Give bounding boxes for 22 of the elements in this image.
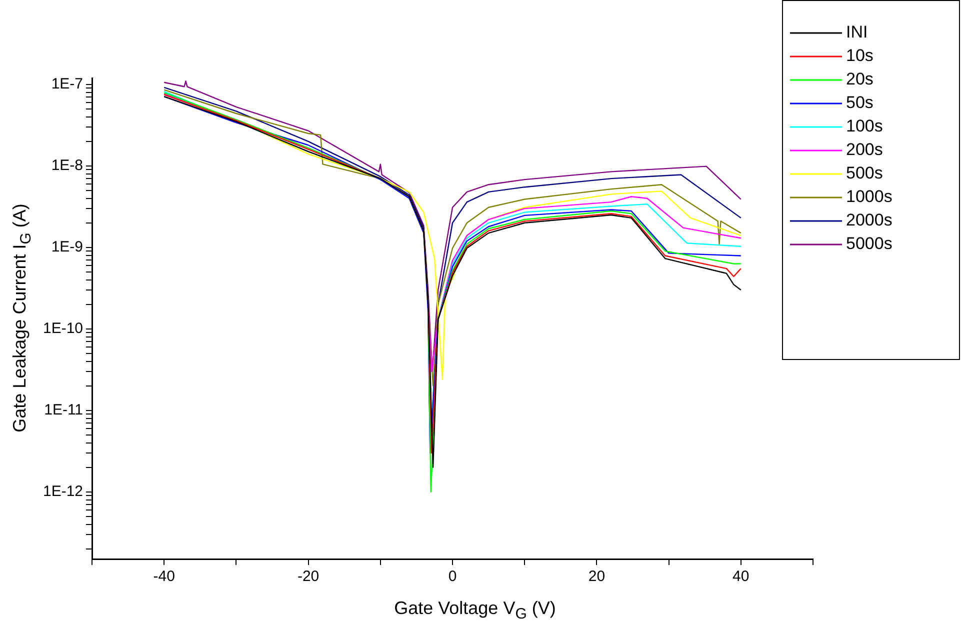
x-tick-label: -40: [153, 568, 175, 586]
legend-label: 500s: [846, 164, 883, 183]
y-tick-label: 1E-7: [51, 76, 84, 93]
x-tick-label: 0: [448, 568, 457, 586]
x-tick-label: 20: [588, 568, 606, 586]
y-tick-label: 1E-12: [42, 483, 84, 500]
legend-label: 20s: [846, 70, 874, 89]
y-tick-label: 1E-8: [51, 157, 84, 174]
x-axis-title: Gate Voltage V$_{G}$ (V): [394, 598, 556, 623]
legend-label: 50s: [846, 93, 874, 112]
legend-label: 2000s: [846, 210, 892, 230]
x-tick-label: -20: [297, 568, 320, 586]
y-tick-label: 1E-9: [51, 238, 84, 256]
legend-label: 1000s: [846, 187, 892, 206]
legend-label: 100s: [846, 116, 883, 136]
x-tick-label: 40: [732, 568, 750, 586]
legend-label: 10s: [846, 46, 874, 66]
legend-label: INI: [846, 22, 868, 42]
legend-label: 5000s: [846, 234, 892, 254]
legend-label: 200s: [846, 140, 883, 160]
y-tick-label: 1E-11: [44, 402, 84, 419]
y-tick-label: 1E-10: [42, 320, 84, 338]
